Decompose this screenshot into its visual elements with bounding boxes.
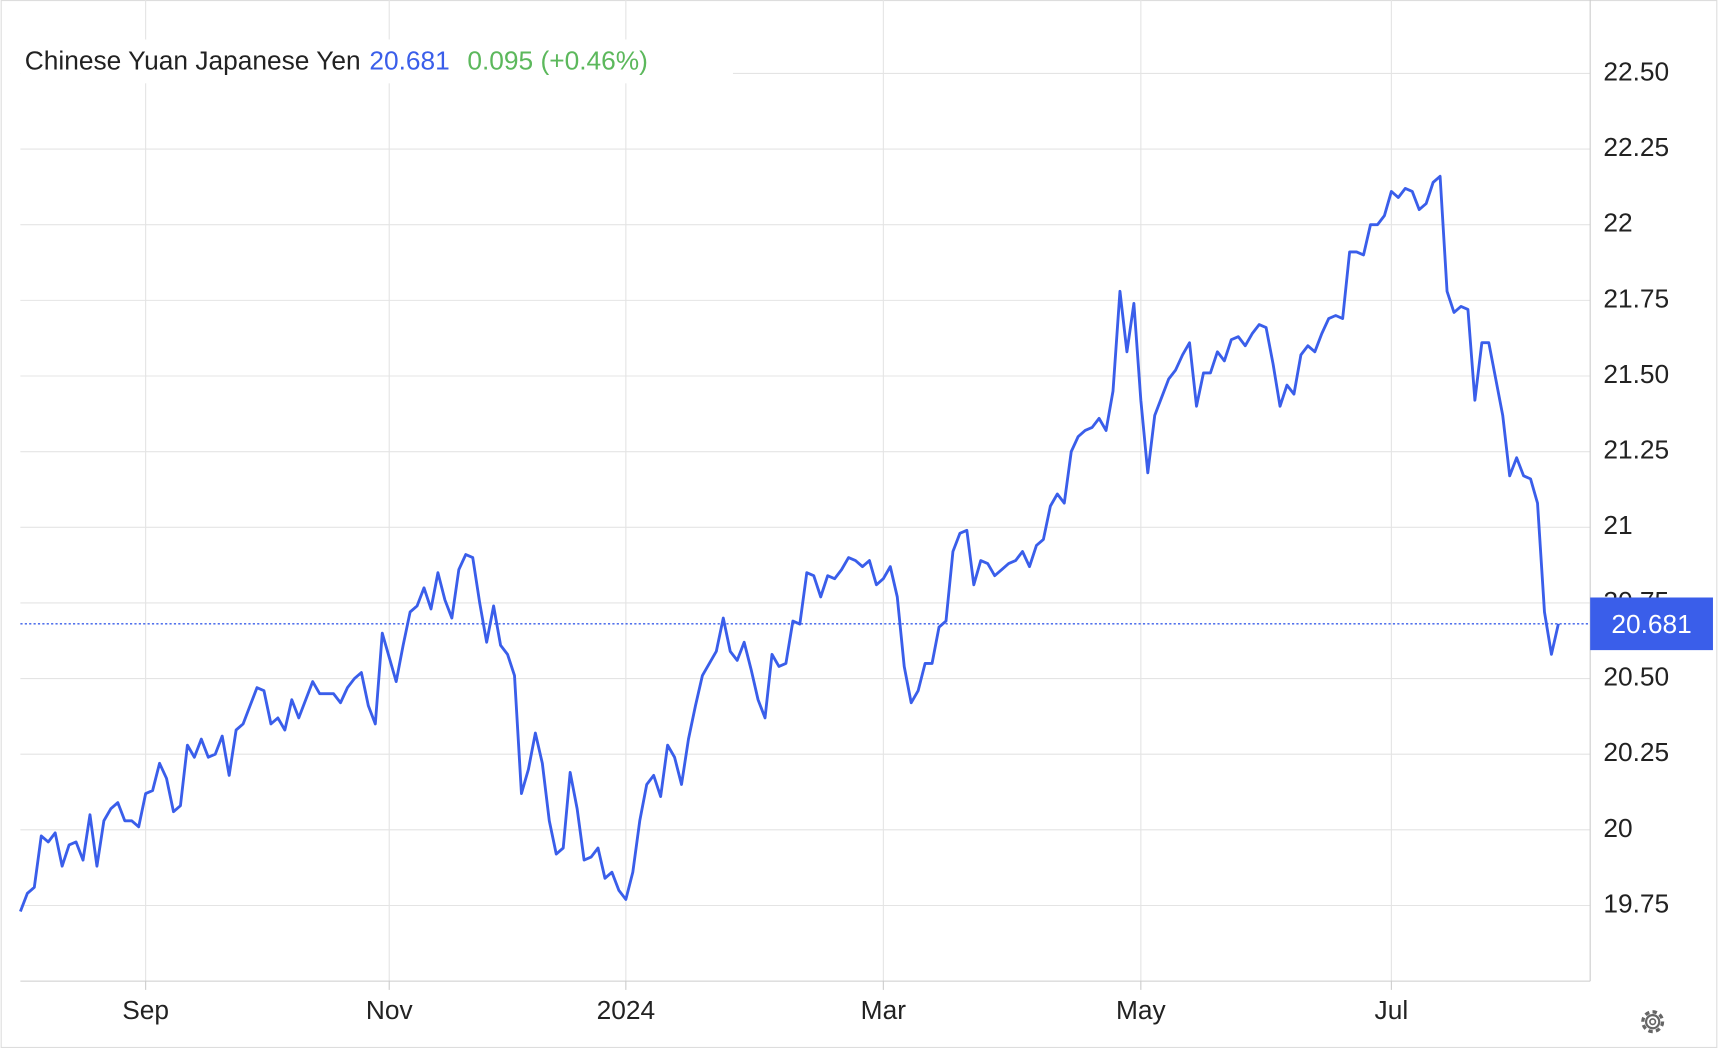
x-tick-label: Jul (1375, 995, 1409, 1025)
y-tick-label: 21.75 (1603, 283, 1669, 313)
price-line (19, 174, 1560, 913)
x-tick-label: Sep (122, 995, 169, 1025)
chart-title: Chinese Yuan Japanese Yen (25, 45, 361, 75)
labels: 22.5022.252221.7521.5021.252120.7520.502… (122, 56, 1713, 1025)
y-tick-label: 19.75 (1603, 888, 1669, 918)
y-tick-label: 21 (1603, 510, 1632, 540)
x-tick-label: Nov (366, 995, 414, 1025)
y-tick-label: 20.50 (1603, 662, 1669, 692)
settings-icon[interactable] (1641, 1010, 1665, 1034)
grid (20, 0, 1591, 982)
last-price-label: 20.681 (1611, 609, 1691, 639)
x-tick-label: Mar (861, 995, 907, 1025)
header: Chinese Yuan Japanese Yen 20.681 0.095 (+0… (25, 45, 648, 75)
price-change: 0.095 (+0.46%) (467, 45, 648, 75)
y-tick-label: 22 (1603, 208, 1632, 238)
y-tick-label: 21.50 (1603, 359, 1669, 389)
x-tick-label: May (1116, 995, 1167, 1025)
y-tick-label: 20.25 (1603, 737, 1669, 767)
y-tick-label: 20 (1603, 813, 1632, 843)
gear-hole[interactable] (1649, 1018, 1657, 1026)
x-tick-label: 2024 (597, 995, 656, 1025)
gear-teeth[interactable] (1641, 1010, 1665, 1034)
plot (19, 174, 1591, 913)
header-bg (20, 39, 733, 84)
y-tick-label: 22.50 (1603, 56, 1669, 86)
y-tick-label: 22.25 (1603, 132, 1669, 162)
last-price: 20.681 (369, 45, 449, 75)
last-price-box (1590, 597, 1713, 651)
gear-body[interactable] (1645, 1014, 1661, 1030)
y-tick-label: 21.25 (1603, 435, 1669, 465)
